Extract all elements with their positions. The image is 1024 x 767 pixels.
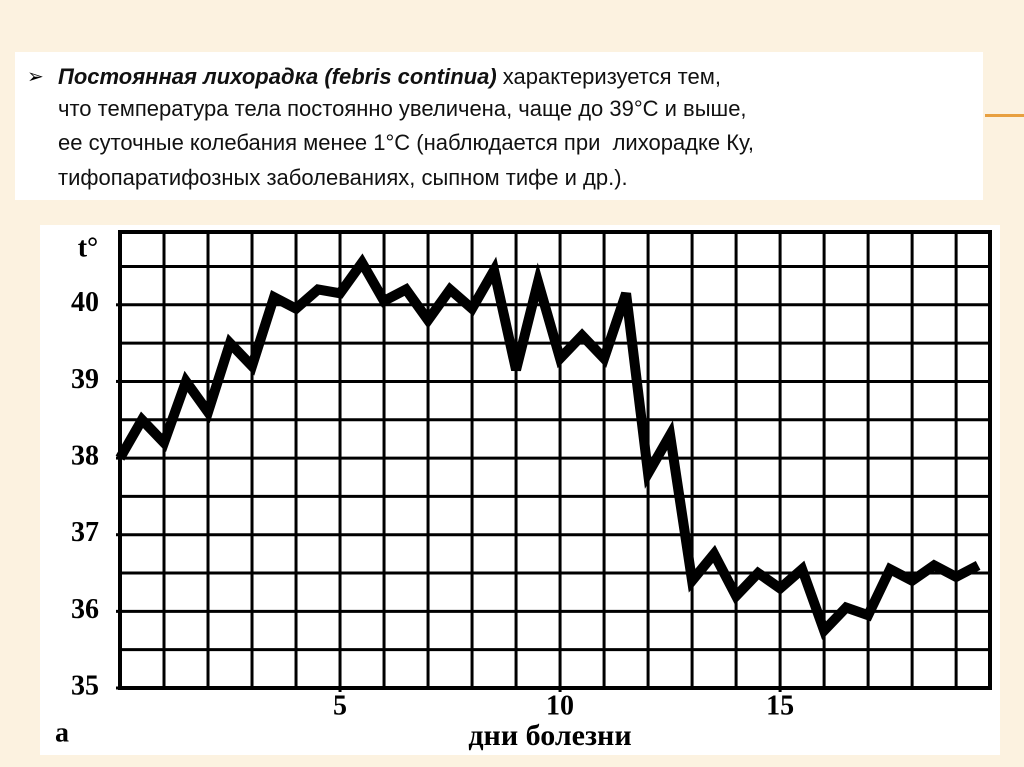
bullet: ➢ [27, 66, 44, 88]
text-line: Постоянная лихорадка (febris continua) х… [58, 64, 721, 90]
y-tick-label: 35 [71, 670, 99, 701]
y-tick-label: 38 [71, 441, 99, 472]
panel-label: а [55, 717, 69, 748]
accent-line [985, 114, 1024, 117]
chart-background [40, 225, 1000, 755]
text-line: что температура тела постоянно увеличена… [58, 96, 747, 121]
text-line: тифопаратифозных заболеваниях, сыпном ти… [58, 165, 628, 190]
text-box: ➢ Постоянная лихорадка (febris continua)… [15, 52, 983, 200]
y-axis-label: t° [78, 232, 99, 263]
x-tick-label: 10 [546, 690, 574, 721]
plot-border [118, 230, 992, 690]
y-tick-label: 36 [71, 594, 99, 625]
y-tick-label: 40 [71, 287, 99, 318]
x-tick-label: 5 [333, 690, 347, 721]
text: характеризуется тем, [496, 64, 721, 89]
lead: Постоянная лихорадка (febris continua) [58, 64, 497, 89]
x-tick-label: 15 [766, 690, 794, 721]
y-tick-label: 37 [71, 517, 99, 548]
y-tick-label: 39 [71, 364, 99, 395]
data-line [115, 253, 981, 640]
text-line: ее суточные колебания менее 1°С (наблюда… [58, 130, 754, 155]
x-axis-label: дни болезни [468, 719, 631, 752]
